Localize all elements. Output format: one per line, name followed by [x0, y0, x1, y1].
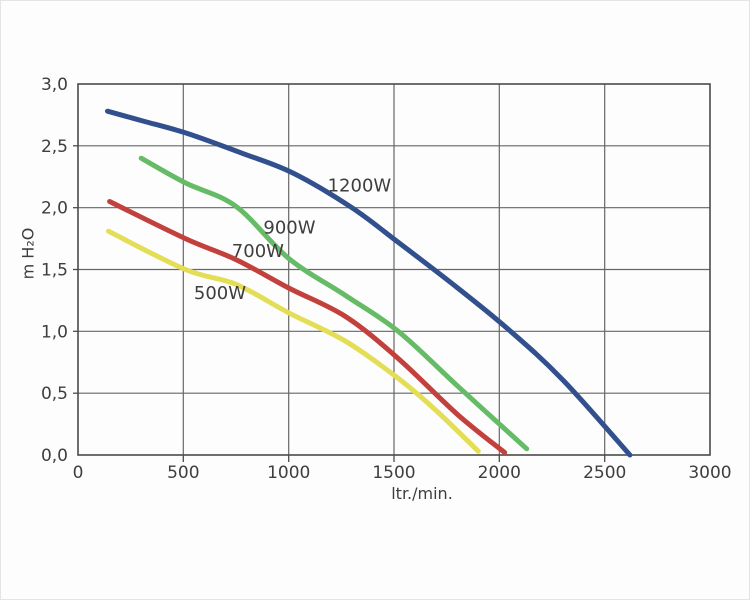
y-tick-label: 0,0: [41, 446, 68, 466]
y-tick-label: 2,0: [41, 199, 68, 219]
y-tick-label: 1,5: [41, 261, 68, 281]
y-tick-label: 3,0: [41, 75, 68, 95]
x-tick-label: 500: [167, 463, 199, 483]
plot-frame: [77, 83, 711, 456]
x-tick-label: 0: [73, 463, 84, 483]
y-tick-label: 1,0: [41, 322, 68, 342]
curve-label-500w: 500W: [194, 283, 246, 304]
curve-label-1200w: 1200W: [328, 175, 392, 196]
x-tick-label: 1000: [267, 463, 310, 483]
curve-label-900w: 900W: [263, 218, 315, 239]
curve-500w: [106, 228, 481, 454]
curve-700w: [107, 199, 508, 455]
curve-1200w: [105, 108, 633, 458]
x-axis-label: ltr./min.: [391, 484, 453, 503]
curve-label-700w: 700W: [232, 241, 284, 262]
x-tick-label: 1500: [372, 463, 415, 483]
y-tick-label: 0,5: [41, 384, 68, 404]
x-tick-label: 2000: [478, 463, 521, 483]
curve-900w: [138, 155, 530, 452]
y-axis-label: m H₂O: [18, 227, 38, 280]
x-tick-label: 2500: [583, 463, 626, 483]
y-tick-label: 2,5: [41, 137, 68, 157]
x-tick-label: 3000: [688, 463, 731, 483]
